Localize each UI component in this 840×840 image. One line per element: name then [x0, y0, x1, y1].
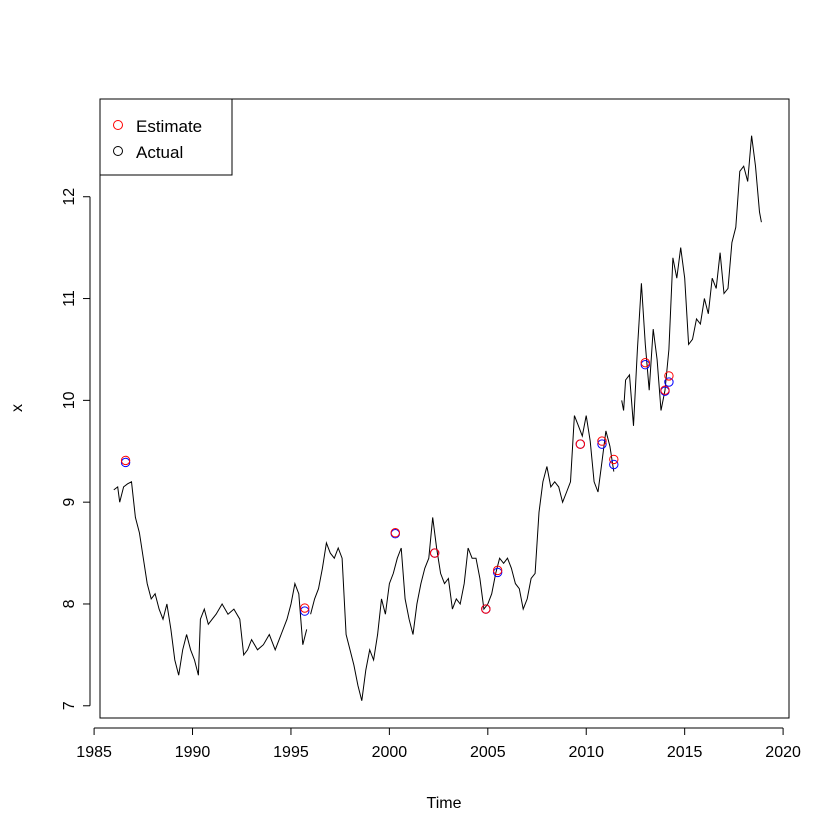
x-tick-label-2020: 2020: [765, 744, 801, 761]
y-tick-label-12: 12: [61, 188, 78, 206]
x-axis-label: Time: [427, 795, 462, 812]
y-tick-label-7: 7: [61, 701, 78, 710]
x-tick-label-1990: 1990: [175, 744, 211, 761]
actual-point-8: [609, 459, 619, 470]
estimate-point-2: [390, 528, 400, 538]
legend-estimate-marker: [113, 120, 123, 130]
actual-point-0: [120, 457, 131, 468]
actual-point-11: [664, 377, 674, 387]
series-line-segment-0-1: [310, 415, 615, 701]
actual-point-1: [300, 606, 310, 616]
estimate-point-8: [609, 454, 619, 465]
actual-point-7: [597, 439, 607, 449]
x-tick-label-2000: 2000: [372, 744, 408, 761]
estimate-point-6: [575, 439, 586, 449]
y-axis-label: x: [9, 404, 26, 412]
axes-layer: 1985 1990 1995 2000 2005 2010 2015 2020 7 8 9 10 11 1…: [61, 188, 801, 761]
series-line-segment-0-2: [621, 135, 762, 426]
y-tick-label-11: 11: [61, 290, 78, 307]
legend-actual-label: Actual: [136, 143, 183, 162]
y-tick-label-8: 8: [61, 599, 78, 608]
estimate-point-5: [492, 565, 503, 576]
estimate-point-0: [120, 455, 131, 466]
legend-estimate-label: Estimate: [136, 117, 202, 136]
series-layer: [113, 135, 762, 701]
legend: Estimate Actual: [99, 98, 233, 176]
estimate-point-10: [660, 385, 670, 395]
estimate-point-3: [429, 548, 440, 558]
x-tick-label-2010: 2010: [568, 744, 604, 761]
x-tick-label-1985: 1985: [76, 744, 112, 761]
x-tick-label-1995: 1995: [273, 744, 309, 761]
y-tick-label-9: 9: [61, 498, 78, 507]
legend-actual-marker: [113, 146, 123, 156]
estimate-point-4: [481, 604, 491, 614]
legend-box: [99, 98, 233, 176]
x-tick-label-2015: 2015: [667, 744, 703, 761]
points-layer: [120, 357, 674, 616]
actual-point-9: [640, 360, 650, 370]
y-tick-label-10: 10: [61, 391, 78, 409]
estimate-point-11: [664, 371, 674, 381]
plot-box: [99, 98, 790, 719]
actual-point-5: [492, 567, 503, 578]
x-tick-label-2005: 2005: [470, 744, 506, 761]
estimate-point-7: [597, 436, 607, 446]
series-line-segment-0-0: [113, 481, 308, 676]
estimate-point-1: [300, 603, 310, 613]
estimate-point-9: [640, 357, 650, 368]
